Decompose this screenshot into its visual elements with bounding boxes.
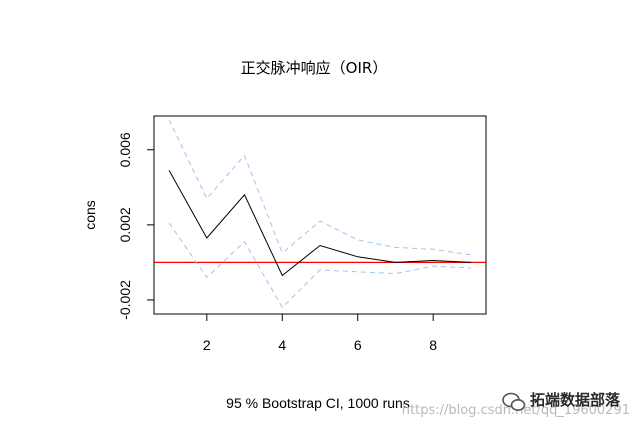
series-line-estimate [168,170,471,277]
watermark: https://blog.csdn.net/qq_19600291 拓端数据部落 [402,391,630,418]
x-tick-label: 8 [429,337,437,353]
watermark-brand: 拓端数据部落 [530,391,621,409]
y-tick-label: -0.002 [117,280,133,320]
chart-title: 正交脉冲响应（OIR） [241,59,388,77]
x-axis: 2 4 6 8 [203,314,437,353]
y-tick-label: 0.002 [117,207,133,242]
plot-frame [153,115,487,315]
series-line-lower-ci [168,222,471,309]
y-axis-label: cons [82,200,98,230]
x-tick-label: 2 [203,337,211,353]
wechat-icon [502,392,526,411]
plot-area [154,119,486,309]
x-tick-label: 6 [354,337,362,353]
y-tick-label: 0.006 [117,132,133,167]
subtitle-ci-note: 95 % Bootstrap CI, 1000 runs [226,395,410,411]
y-axis: -0.002 0.002 0.006 [117,132,154,320]
x-tick-label: 4 [278,337,286,353]
series-line-upper-ci [168,119,471,256]
